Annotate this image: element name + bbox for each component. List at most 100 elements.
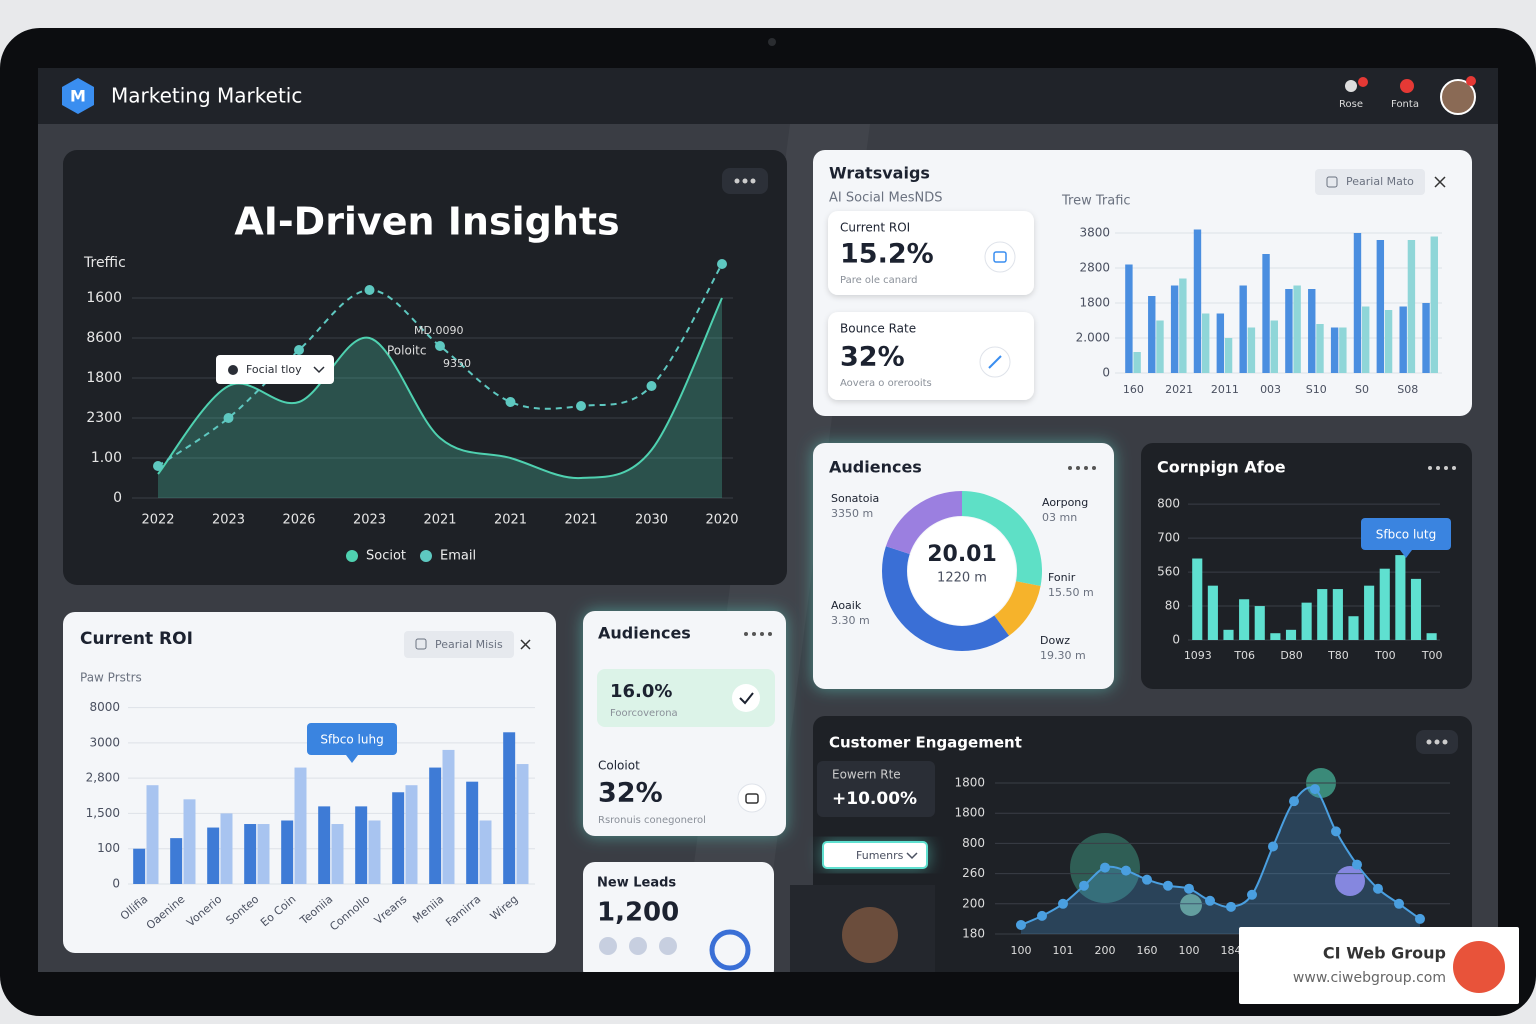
kpi-icon[interactable]	[737, 783, 767, 813]
segment-detail: 19.30 m	[1040, 649, 1086, 662]
avatar	[659, 937, 677, 955]
bar	[318, 806, 331, 884]
check-icon[interactable]	[732, 684, 760, 712]
bar	[1293, 285, 1301, 373]
bar	[1407, 240, 1416, 373]
point	[1079, 880, 1089, 891]
dot	[1076, 466, 1080, 470]
y-tick-label: 1600	[86, 290, 122, 306]
point	[294, 345, 304, 355]
dot	[752, 632, 756, 636]
brand: Marketing Marketic	[111, 84, 302, 108]
icon[interactable]	[1345, 80, 1357, 92]
kpi-note: Pare ole canard	[840, 275, 918, 286]
donut-segment	[962, 491, 1042, 586]
bar	[1179, 278, 1187, 373]
dropdown-label: Focial tloy	[246, 363, 302, 376]
bar	[1410, 578, 1422, 640]
dropdown[interactable]	[822, 841, 928, 869]
y-tick-label: 2800	[1079, 261, 1110, 275]
legend-swatch	[420, 550, 432, 562]
point	[1352, 859, 1362, 870]
point	[1247, 889, 1257, 900]
dot	[1426, 739, 1432, 745]
x-tick-label: 2023	[212, 513, 245, 528]
bar	[1348, 616, 1359, 640]
kpi-label: Current ROI	[840, 221, 910, 235]
x-tick-label: 2022	[141, 513, 174, 528]
y-tick-label: 700	[1157, 531, 1180, 545]
icon-glyph	[993, 251, 1007, 263]
chevron	[313, 366, 325, 374]
bar	[1270, 320, 1278, 373]
tooltip	[1361, 518, 1451, 550]
y-tick-label: 0	[113, 490, 122, 506]
close-icon[interactable]	[520, 639, 531, 650]
bar	[1216, 313, 1225, 373]
dropdown[interactable]	[216, 355, 334, 384]
point	[1184, 883, 1194, 894]
line	[157, 263, 723, 467]
bar	[1202, 313, 1210, 373]
panel	[583, 862, 774, 982]
dot	[744, 632, 748, 636]
y-tick-label: 1800	[86, 370, 122, 386]
kpi-icon[interactable]	[984, 241, 1016, 273]
kpi-label: Bounce Rate	[840, 322, 916, 336]
bar	[331, 824, 344, 884]
legend-label: Sociot	[366, 549, 406, 564]
x-tick-label: 2023	[353, 513, 386, 528]
x-tick-label: T00	[1374, 649, 1396, 662]
y-tick-label: 800	[1157, 497, 1180, 511]
bar	[1426, 633, 1437, 640]
point	[1310, 784, 1320, 795]
button[interactable]	[1315, 169, 1425, 195]
watermark-logo	[1453, 941, 1505, 993]
hero-title: AI-Driven Insights	[234, 200, 619, 244]
kpi-card	[828, 211, 1034, 295]
x-tick-label: 2020	[705, 513, 738, 528]
kpi-note: Rsronuis conegonerol	[598, 815, 706, 826]
x-tick-label: 2021	[494, 513, 527, 528]
kpi-value: 16.0%	[610, 681, 672, 702]
tooltip-label: Sfbco lutg	[1376, 528, 1436, 542]
point	[1226, 901, 1236, 912]
area	[158, 298, 722, 498]
avatar[interactable]	[1440, 79, 1476, 115]
segment-detail: 3.30 m	[831, 614, 870, 627]
bar	[146, 785, 159, 884]
bar	[1148, 296, 1156, 373]
bar	[1207, 585, 1218, 640]
annotation: MD.0090	[414, 324, 463, 337]
kpi-value: 32%	[840, 342, 905, 373]
x-tick-label: T00	[1421, 649, 1443, 662]
close-icon[interactable]	[1434, 176, 1446, 188]
y-tick-label: 260	[962, 866, 985, 880]
ring	[709, 929, 751, 971]
point	[1016, 919, 1026, 930]
button[interactable]	[404, 631, 514, 658]
point	[1415, 913, 1425, 924]
icon[interactable]	[1400, 79, 1414, 93]
y-tick-label: 0	[112, 877, 120, 891]
y-tick-label: 0	[1172, 633, 1180, 647]
y-tick-label: 1800	[954, 806, 985, 820]
bar	[1395, 555, 1406, 640]
tooltip-pointer	[1400, 550, 1412, 558]
bar	[1422, 303, 1430, 373]
button-label: Pearial Misis	[435, 638, 503, 651]
y-tick-label: 180	[962, 927, 985, 941]
x-tick-label: T80	[1327, 649, 1349, 662]
y-tick-label: 8600	[86, 330, 122, 346]
bar	[355, 806, 368, 884]
dot	[1434, 739, 1440, 745]
point	[505, 397, 516, 407]
y-tick-label: 2,800	[86, 771, 120, 785]
bar	[294, 767, 307, 884]
panel-title: Cornpign Afoe	[1157, 458, 1286, 477]
dot	[742, 178, 748, 184]
point	[153, 461, 163, 471]
bar	[1285, 289, 1293, 373]
y-tick-label: 800	[962, 836, 985, 850]
x-tick-label: 2011	[1211, 383, 1239, 396]
